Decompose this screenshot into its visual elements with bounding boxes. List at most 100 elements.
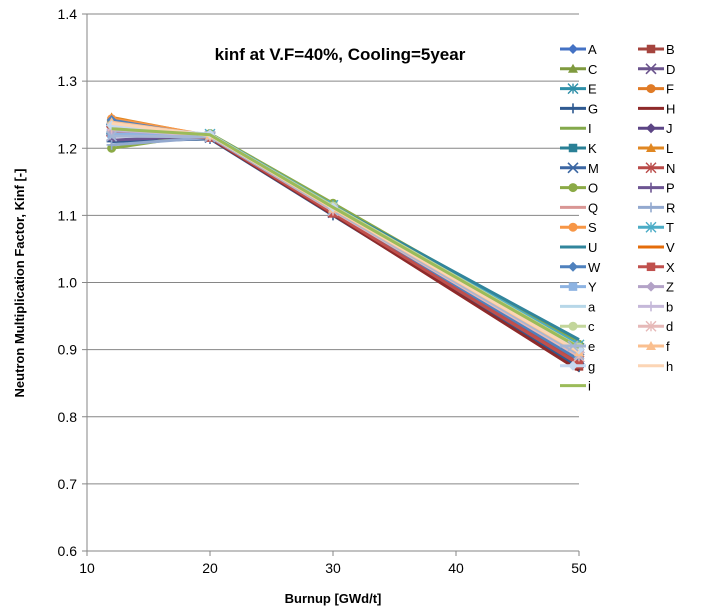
legend-label: H [666,101,675,116]
legend-label: D [666,62,675,77]
legend-item-V: V [638,240,675,255]
legend-item-T: T [638,220,674,235]
legend-label: J [666,121,673,136]
legend-item-B: B [638,42,675,57]
x-tick-label: 20 [202,560,218,576]
plot-series [106,112,585,373]
legend-marker [568,321,578,331]
legend-marker [568,360,578,371]
legend-item-d: d [638,319,673,334]
legend-marker [646,84,656,94]
legend-label: h [666,359,673,374]
series-i [111,127,580,349]
legend-marker [568,261,578,272]
legend-label: c [588,319,595,334]
legend-label: f [666,339,670,354]
y-tick-label: 1.1 [58,207,78,223]
y-tick-label: 1.3 [58,73,78,89]
y-tick-label: 0.9 [58,342,78,358]
legend-marker [646,341,656,350]
x-tick-label: 10 [79,560,95,576]
legend-label: E [588,82,597,97]
legend-item-e: e [560,339,595,354]
legend-marker [568,222,578,232]
legend-item-N: N [638,161,675,176]
legend-item-A: A [560,42,597,57]
legend-label: T [666,220,674,235]
y-tick-label: 1.4 [58,6,78,22]
legend-item-L: L [638,141,673,156]
legend-item-S: S [560,220,597,235]
legend-label: i [588,379,591,394]
legend-item-E: E [560,82,597,97]
legend-marker [568,44,578,54]
legend-label: R [666,200,675,215]
legend-item-i: i [560,379,591,394]
legend-label: X [666,260,675,275]
legend-item-b: b [638,299,673,314]
legend-item-I: I [560,121,592,136]
y-tick-label: 1.2 [58,140,78,156]
legend: A B C D E F G H I J K L M N O P Q R S T U V W X Y Za b c d e f g h i [560,42,675,394]
legend-item-K: K [560,141,597,156]
legend-label: N [666,161,675,176]
legend-label: P [666,181,675,196]
legend-label: O [588,181,598,196]
legend-marker [645,320,657,332]
legend-marker [646,301,656,312]
legend-marker [568,143,578,153]
y-tick-label: 1.0 [58,275,78,291]
legend-marker [646,44,656,54]
legend-label: Y [588,280,597,295]
legend-label: A [588,42,597,57]
legend-label: W [588,260,601,275]
legend-item-C: C [560,62,597,77]
legend-item-O: O [560,181,598,196]
legend-label: B [666,42,675,57]
x-tick-label: 50 [571,560,587,576]
legend-label: I [588,121,592,136]
x-tick-label: 40 [448,560,464,576]
legend-item-G: G [560,101,598,116]
legend-item-R: R [638,200,675,215]
x-axis-title: Burnup [GWd/t] [285,591,382,606]
legend-label: G [588,101,598,116]
legend-marker [568,282,578,291]
legend-item-h: h [638,359,673,374]
legend-marker [646,202,656,213]
y-tick-label: 0.8 [58,409,78,425]
legend-item-Y: Y [560,280,597,295]
legend-label: b [666,299,673,314]
legend-item-g: g [560,359,595,374]
legend-marker [645,221,657,233]
legend-label: e [588,339,595,354]
series-line [111,127,580,349]
legend-marker [646,123,656,134]
tick-labels: 0.6 0.7 0.8 0.9 1.0 1.1 1.2 1.3 1.4 10 20 30 40 50 [58,6,587,576]
legend-marker [567,83,579,95]
legend-label: a [588,299,596,314]
legend-label: d [666,319,673,334]
legend-marker [645,162,657,174]
legend-label: V [666,240,675,255]
legend-label: M [588,161,599,176]
legend-marker [646,262,656,272]
legend-label: g [588,359,595,374]
legend-label: S [588,220,597,235]
legend-item-f: f [638,339,670,354]
y-tick-label: 0.7 [58,476,78,492]
legend-marker [646,143,656,152]
legend-marker [568,183,578,193]
legend-item-H: H [638,101,675,116]
legend-label: K [588,141,597,156]
x-tick-label: 30 [325,560,341,576]
legend-item-W: W [560,260,601,275]
chart-title: kinf at V.F=40%, Cooling=5year [215,45,466,64]
legend-item-U: U [560,240,597,255]
y-tick-label: 0.6 [58,543,78,559]
data-point [106,139,117,150]
legend-item-X: X [638,260,675,275]
legend-item-J: J [638,121,673,136]
